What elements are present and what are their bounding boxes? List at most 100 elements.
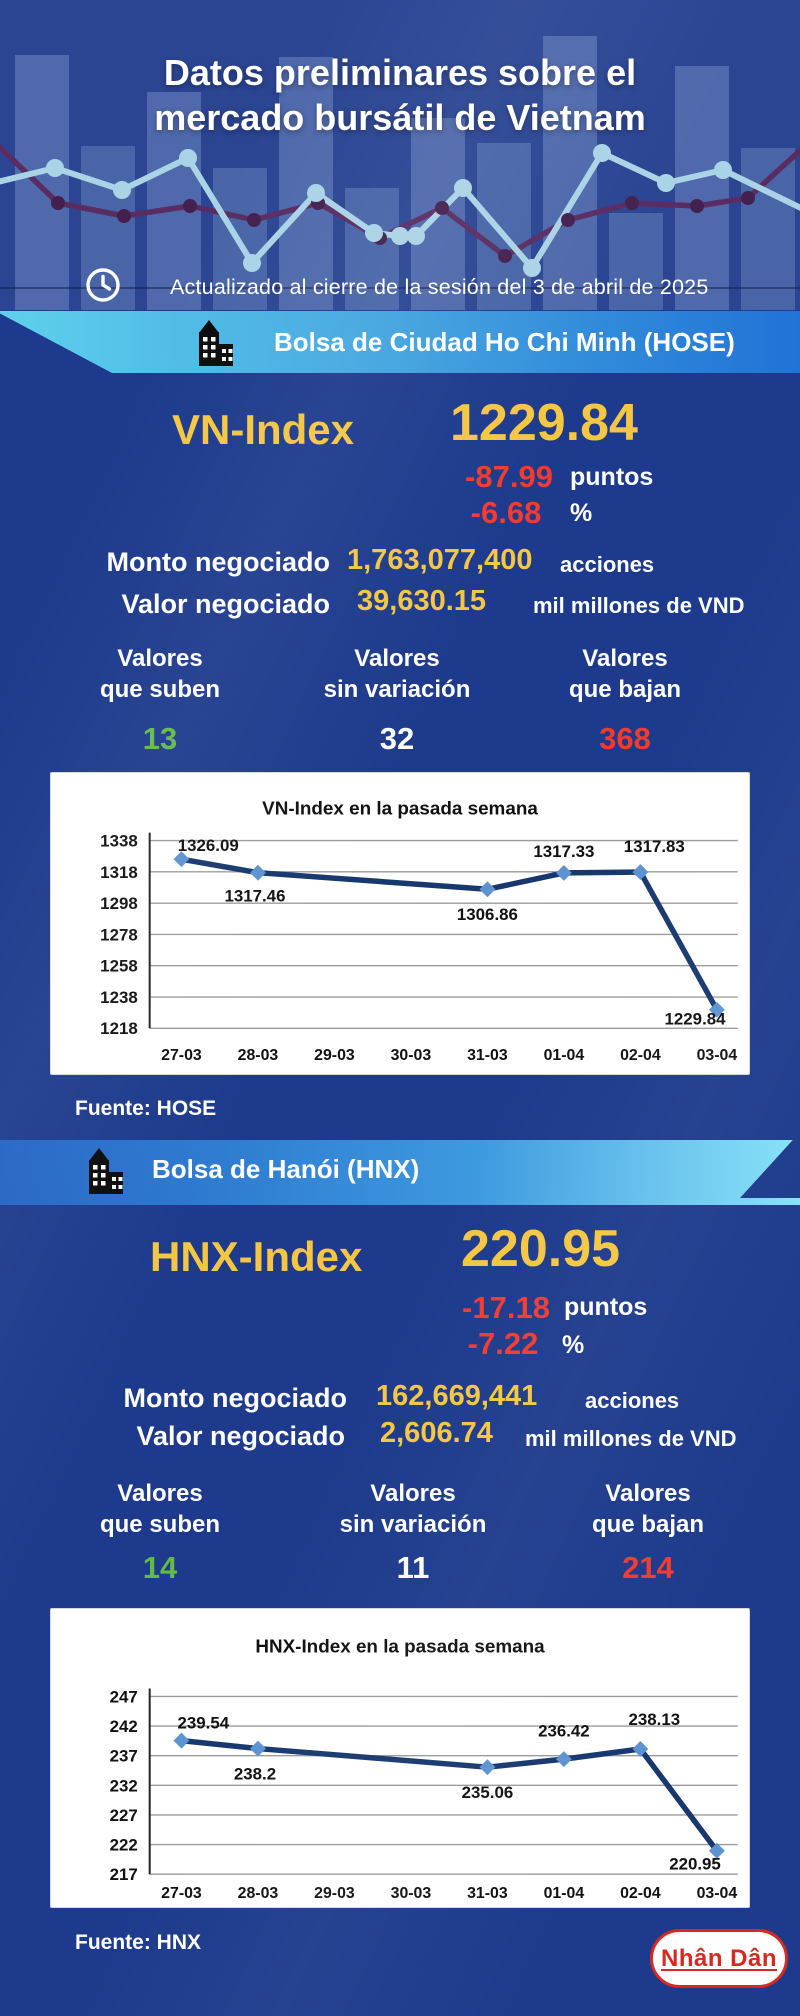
page-title-line2: mercado bursátil de Vietnam [154, 97, 646, 138]
svg-text:1317.46: 1317.46 [224, 886, 285, 905]
svg-text:232: 232 [110, 1776, 138, 1795]
hnx-turnover-label: Valor negociado [136, 1421, 345, 1451]
hose-week-chart-card: VN-Index en la pasada semana 1338 1318 1298… [50, 772, 750, 1075]
building-icon [89, 1147, 123, 1194]
label-line: que suben [99, 676, 220, 703]
svg-text:31-03: 31-03 [467, 1885, 508, 1902]
hnx-week-chart-card: HNX-Index en la pasada semana 247 242 237 23… [50, 1608, 750, 1908]
svg-text:28-03: 28-03 [238, 1885, 279, 1902]
svg-text:28-03: 28-03 [238, 1047, 279, 1064]
decor-bar [675, 66, 729, 310]
svg-text:247: 247 [110, 1687, 138, 1706]
hnx-points-unit: puntos [564, 1293, 648, 1321]
hnx-volume-label: Monto negociado [123, 1383, 347, 1413]
hnx-index-label: HNX-Index [150, 1233, 363, 1280]
hnx-advancers-label: Valores que suben [40, 1478, 280, 1540]
svg-text:1338: 1338 [100, 832, 138, 851]
nhan-dan-logo-text: Nhân Dân [660, 1944, 777, 1972]
svg-text:02-04: 02-04 [620, 1885, 661, 1902]
hnx-volume-value: 162,669,441 [376, 1380, 538, 1412]
hnx-banner: Bolsa de Hanói (HNX) [0, 1140, 800, 1205]
svg-text:01-04: 01-04 [544, 1885, 585, 1902]
label-line: sin variación [323, 676, 471, 703]
svg-text:29-03: 29-03 [314, 1885, 355, 1902]
update-note: Actualizado al cierre de la sesión del 3… [170, 275, 709, 299]
hnx-percent-unit: % [562, 1331, 585, 1359]
hnx-turnover-unit: mil millones de VND [525, 1426, 737, 1451]
svg-text:235.06: 235.06 [462, 1783, 514, 1802]
hose-advancers-label: Valores que suben [40, 643, 280, 705]
svg-text:30-03: 30-03 [391, 1885, 432, 1902]
svg-text:1278: 1278 [100, 925, 138, 944]
svg-text:222: 222 [110, 1836, 138, 1855]
clock-icon [86, 268, 120, 302]
hnx-turnover-value: 2,606.74 [380, 1417, 493, 1449]
label-line: Valores [354, 645, 440, 672]
hnx-unchanged-label: Valores sin variación [293, 1478, 533, 1540]
hose-unchanged-label: Valores sin variación [277, 643, 517, 705]
label-line: Valores [117, 645, 203, 672]
page-title-line1: Datos preliminares sobre el [163, 52, 637, 93]
svg-text:220.95: 220.95 [669, 1855, 721, 1874]
decor-bar [609, 213, 663, 310]
hnx-index-week-chart: HNX-Index en la pasada semana 247 242 237 23… [110, 1636, 738, 1902]
building-icon [199, 320, 233, 366]
hnx-decliners-value: 214 [622, 1550, 674, 1585]
svg-text:01-04: 01-04 [544, 1047, 585, 1064]
hose-turnover-value: 39,630.15 [357, 585, 487, 617]
svg-text:27-03: 27-03 [161, 1047, 202, 1064]
hnx-index-value: 220.95 [461, 1220, 621, 1278]
hose-turnover-unit: mil millones de VND [533, 593, 745, 618]
hnx-volume-unit: acciones [585, 1388, 680, 1413]
label-line: que suben [99, 1511, 220, 1538]
hose-banner: Bolsa de Ciudad Ho Chi Minh (HOSE) [0, 311, 800, 373]
hose-decliners-label: Valores que bajan [505, 643, 745, 705]
svg-text:31-03: 31-03 [467, 1047, 508, 1064]
label-line: Valores [605, 1480, 691, 1507]
svg-text:1229.84: 1229.84 [665, 1010, 727, 1029]
svg-text:1298: 1298 [100, 894, 138, 913]
svg-text:27-03: 27-03 [161, 1885, 202, 1902]
svg-text:30-03: 30-03 [391, 1047, 432, 1064]
hose-volume-label: Monto negociado [106, 547, 330, 577]
label-line: sin variación [339, 1511, 487, 1538]
svg-text:1317.83: 1317.83 [624, 837, 685, 856]
label-line: Valores [582, 645, 668, 672]
hose-volume-value: 1,763,077,400 [347, 544, 533, 576]
decor-line-chart [0, 143, 800, 277]
hose-source: Fuente: HOSE [75, 1097, 217, 1120]
hose-unchanged-value: 32 [379, 721, 415, 756]
decor-bar [741, 148, 795, 310]
svg-text:1326.09: 1326.09 [178, 836, 239, 855]
hnx-unchanged-value: 11 [396, 1550, 430, 1585]
hose-banner-title: Bolsa de Ciudad Ho Chi Minh (HOSE) [274, 326, 735, 357]
svg-text:236.42: 236.42 [538, 1721, 590, 1740]
svg-text:1306.86: 1306.86 [457, 905, 518, 924]
decor-bar [279, 57, 333, 310]
svg-text:HNX-Index en la pasada semana: HNX-Index en la pasada semana [255, 1636, 545, 1657]
hose-index-label: VN-Index [172, 406, 355, 453]
svg-text:239.54: 239.54 [178, 1714, 230, 1733]
page-title: Datos preliminares sobre el mercado burs… [0, 50, 800, 140]
svg-text:29-03: 29-03 [314, 1047, 355, 1064]
label-line: que bajan [591, 1511, 705, 1538]
decor-bar [15, 55, 69, 310]
vn-index-week-chart: VN-Index en la pasada semana 1338 1318 1298… [100, 798, 738, 1064]
svg-text:03-04: 03-04 [697, 1047, 738, 1064]
decor-bar [345, 188, 399, 310]
hnx-banner-title: Bolsa de Hanói (HNX) [152, 1154, 420, 1184]
hnx-percent-change: -7.22 [467, 1326, 539, 1361]
svg-text:1238: 1238 [100, 988, 138, 1007]
svg-text:1218: 1218 [100, 1019, 138, 1038]
label-line: que bajan [568, 676, 682, 703]
svg-text:1317.33: 1317.33 [533, 842, 594, 861]
hose-volume-unit: acciones [560, 552, 655, 577]
decor-axis-line [0, 287, 800, 289]
hose-index-value: 1229.84 [450, 394, 638, 452]
svg-text:VN-Index en la pasada semana: VN-Index en la pasada semana [262, 798, 538, 819]
svg-text:03-04: 03-04 [697, 1885, 738, 1902]
hnx-points-change: -17.18 [462, 1290, 550, 1325]
hose-percent-unit: % [570, 499, 593, 527]
decor-bar [477, 143, 531, 310]
